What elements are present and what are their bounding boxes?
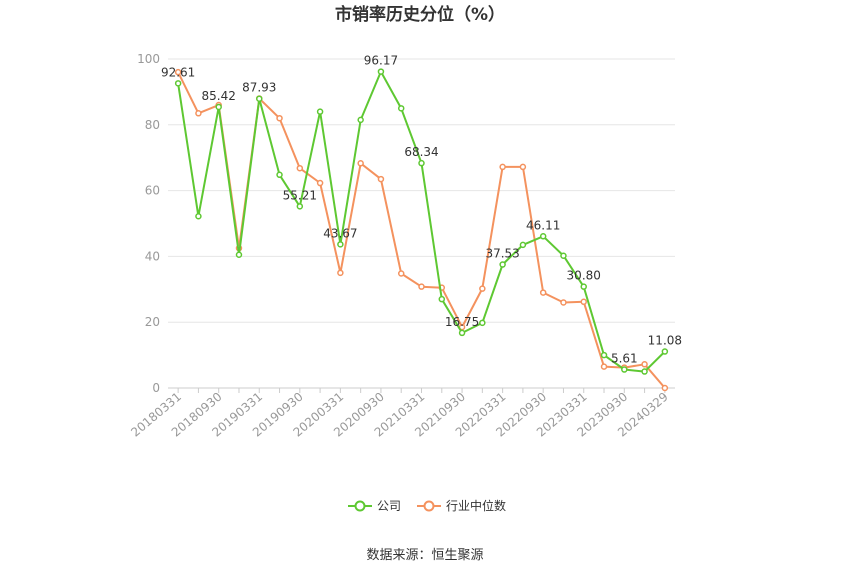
y-tick-label: 80: [145, 118, 160, 132]
data-point: [641, 368, 648, 375]
data-point: [195, 213, 202, 220]
data-point: [600, 363, 608, 370]
data-point: [661, 348, 669, 355]
y-tick-label: 0: [152, 381, 160, 395]
data-point: [235, 251, 243, 259]
data-label: 37.53: [485, 247, 519, 261]
data-point: [560, 252, 567, 259]
legend-item[interactable]: 公司: [348, 499, 401, 513]
data-label: 11.08: [648, 334, 682, 348]
legend-marker: [354, 500, 366, 512]
data-label: 5.61: [611, 352, 638, 366]
y-tick-label: 20: [145, 315, 160, 329]
data-point: [479, 319, 486, 327]
data-point: [174, 80, 182, 87]
data-point: [539, 233, 547, 240]
data-point: [438, 295, 446, 303]
data-label: 30.80: [567, 269, 601, 283]
data-point: [560, 299, 567, 306]
data-point: [337, 241, 344, 248]
data-point: [215, 103, 222, 111]
data-point: [600, 351, 608, 359]
data-point: [418, 283, 425, 290]
data-point: [316, 179, 324, 187]
data-point: [276, 171, 283, 179]
data-point: [195, 110, 202, 117]
data-point: [377, 68, 385, 75]
data-point: [377, 175, 385, 183]
data-point: [316, 108, 324, 115]
data-point: [499, 163, 506, 171]
data-point: [499, 261, 506, 268]
data-point: [661, 384, 669, 392]
chart-title: 市销率历史分位（%）: [335, 4, 505, 25]
data-point: [296, 203, 304, 210]
data-point: [256, 95, 263, 102]
data-label: 87.93: [242, 81, 276, 95]
data-point: [458, 329, 466, 337]
data-label: 43.67: [323, 226, 357, 240]
data-point: [357, 160, 364, 167]
legend[interactable]: 公司 行业中位数: [348, 498, 506, 513]
data-label: 68.34: [404, 145, 438, 159]
data-label: 55.21: [283, 188, 317, 202]
data-point: [174, 68, 182, 76]
legend-label: 公司: [377, 499, 401, 513]
data-point: [641, 361, 648, 368]
data-point: [337, 269, 344, 277]
data-point: [418, 159, 425, 167]
data-point: [357, 116, 364, 124]
data-point: [519, 241, 527, 249]
data-label: 85.42: [202, 89, 236, 103]
data-point: [621, 366, 628, 373]
y-tick-label: 100: [137, 52, 160, 66]
data-label: 16.75: [445, 315, 479, 329]
y-tick-label: 40: [145, 249, 160, 263]
legend-label: 行业中位数: [446, 498, 506, 513]
data-labels: 92.61 85.42 87.93 55.21 43.67 96.17 68.34 16.75…: [161, 54, 682, 366]
data-point: [397, 105, 405, 112]
y-tick-label: 60: [145, 184, 160, 198]
plot-area: [174, 68, 669, 392]
data-point: [397, 270, 405, 277]
data-label: 96.17: [364, 54, 398, 68]
data-point: [296, 164, 304, 172]
legend-item[interactable]: 行业中位数: [417, 498, 506, 513]
data-point: [580, 283, 587, 290]
data-point: [519, 163, 527, 171]
data-label: 92.61: [161, 65, 195, 79]
data-label: 46.11: [526, 218, 560, 232]
data-point: [479, 285, 486, 292]
series-line: [177, 71, 666, 389]
data-point: [276, 114, 283, 122]
data-point: [580, 298, 587, 306]
y-axis: 0 20 40 60 80 100: [137, 52, 160, 395]
data-point: [539, 289, 547, 296]
x-axis: 2018033120180930201903312019093020200331…: [128, 387, 675, 440]
source-note: 数据来源：恒生聚源: [366, 548, 483, 563]
legend-marker: [423, 500, 435, 512]
